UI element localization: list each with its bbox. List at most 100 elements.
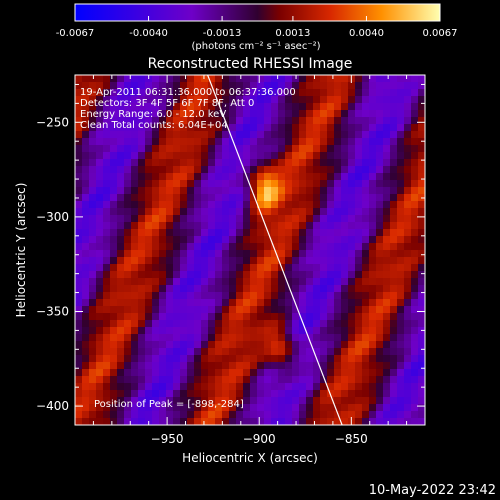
heatmap-cell [418, 124, 425, 132]
heatmap-cell [355, 194, 363, 202]
heatmap-cell [299, 250, 307, 258]
heatmap-cell [418, 152, 425, 160]
heatmap-cell [236, 369, 244, 377]
heatmap-cell [117, 355, 125, 363]
heatmap-cell [320, 257, 328, 265]
heatmap-cell [306, 264, 314, 272]
heatmap-cell [222, 397, 230, 405]
heatmap-cell [327, 278, 335, 286]
heatmap-cell [369, 138, 377, 146]
heatmap-cell [292, 222, 300, 230]
heatmap-cell [208, 187, 216, 195]
heatmap-cell [264, 278, 272, 286]
heatmap-cell [327, 117, 335, 125]
heatmap-cell [180, 334, 188, 342]
heatmap-cell [173, 376, 181, 384]
heatmap-cell [166, 222, 174, 230]
heatmap-cell [376, 271, 384, 279]
heatmap-cell [292, 215, 300, 223]
heatmap-cell [313, 250, 321, 258]
heatmap-cell [96, 89, 104, 97]
heatmap-cell [418, 208, 425, 216]
heatmap-cell [285, 215, 293, 223]
heatmap-cell [180, 110, 188, 118]
heatmap-cell [362, 187, 370, 195]
heatmap-cell [362, 208, 370, 216]
heatmap-cell [166, 341, 174, 349]
heatmap-cell [117, 124, 125, 132]
heatmap-cell [250, 201, 258, 209]
heatmap-cell [131, 397, 139, 405]
heatmap-cell [306, 397, 314, 405]
heatmap-cell [278, 124, 286, 132]
heatmap-cell [418, 250, 425, 258]
heatmap-cell [285, 194, 293, 202]
heatmap-cell [397, 166, 405, 174]
heatmap-cell [369, 306, 377, 314]
heatmap-cell [264, 145, 272, 153]
heatmap-cell [180, 173, 188, 181]
heatmap-cell [348, 166, 356, 174]
heatmap-cell [411, 348, 419, 356]
heatmap-cell [138, 208, 146, 216]
heatmap-cell [383, 278, 391, 286]
heatmap-cell [390, 152, 398, 160]
heatmap-cell [145, 96, 153, 104]
heatmap-cell [348, 411, 356, 419]
heatmap-cell [194, 299, 202, 307]
heatmap-cell [117, 341, 125, 349]
chart-title: Reconstructed RHESSI Image [148, 56, 353, 72]
heatmap-cell [278, 285, 286, 293]
heatmap-cell [264, 264, 272, 272]
heatmap-cell [124, 145, 132, 153]
heatmap-cell [75, 264, 83, 272]
heatmap-cell [334, 299, 342, 307]
heatmap-cell [306, 313, 314, 321]
heatmap-cell [208, 152, 216, 160]
heatmap-cell [159, 124, 167, 132]
heatmap-cell [271, 320, 279, 328]
heatmap-cell [376, 201, 384, 209]
heatmap-cell [355, 145, 363, 153]
heatmap-cell [285, 110, 293, 118]
heatmap-cell [201, 313, 209, 321]
heatmap-cell [411, 362, 419, 370]
heatmap-cell [313, 327, 321, 335]
heatmap-cell [362, 397, 370, 405]
heatmap-cell [187, 369, 195, 377]
heatmap-cell [173, 145, 181, 153]
heatmap-cell [82, 166, 90, 174]
heatmap-cell [110, 355, 118, 363]
heatmap-cell [145, 194, 153, 202]
heatmap-cell [299, 292, 307, 300]
heatmap-cell [201, 348, 209, 356]
heatmap-cell [250, 236, 258, 244]
heatmap-cell [180, 271, 188, 279]
heatmap-cell [362, 376, 370, 384]
heatmap-cell [362, 369, 370, 377]
heatmap-cell [369, 285, 377, 293]
heatmap-cell [334, 397, 342, 405]
heatmap-cell [264, 243, 272, 251]
heatmap-cell [145, 285, 153, 293]
heatmap-cell [418, 376, 425, 384]
annotation-line: Energy Range: 6.0 - 12.0 keV [80, 109, 226, 120]
heatmap-cell [236, 215, 244, 223]
heatmap-cell [299, 110, 307, 118]
heatmap-cell [236, 250, 244, 258]
heatmap-cell [376, 369, 384, 377]
heatmap-cell [404, 271, 412, 279]
heatmap-cell [222, 166, 230, 174]
heatmap-cell [355, 96, 363, 104]
heatmap-cell [306, 334, 314, 342]
heatmap-cell [82, 75, 90, 83]
heatmap-cell [404, 320, 412, 328]
heatmap-cell [215, 82, 223, 90]
heatmap-cell [257, 187, 265, 195]
heatmap-cell [145, 131, 153, 139]
heatmap-cell [334, 103, 342, 111]
heatmap-cell [250, 194, 258, 202]
heatmap-cell [131, 257, 139, 265]
heatmap-cell [292, 320, 300, 328]
heatmap-cell [376, 103, 384, 111]
